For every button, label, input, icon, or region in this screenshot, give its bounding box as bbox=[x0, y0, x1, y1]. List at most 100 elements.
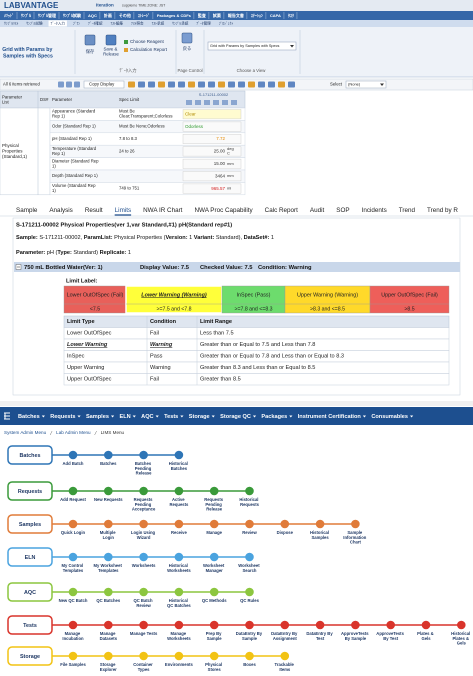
button-icon[interactable] bbox=[105, 34, 117, 46]
copy-display-button[interactable] bbox=[83, 80, 125, 89]
process-step[interactable] bbox=[174, 587, 184, 597]
top-tab[interactable]: 試薬 bbox=[213, 12, 222, 18]
view-select[interactable] bbox=[207, 41, 297, 51]
value-cell[interactable] bbox=[182, 183, 242, 194]
top-tab[interactable]: その他 bbox=[119, 12, 131, 18]
process-step[interactable] bbox=[104, 620, 113, 630]
grid-icon[interactable] bbox=[74, 81, 80, 88]
process-step[interactable] bbox=[209, 620, 219, 630]
grid-icon[interactable] bbox=[58, 81, 64, 88]
top-tab[interactable]: 報告文書 bbox=[228, 12, 244, 18]
process-step[interactable] bbox=[174, 519, 184, 529]
value-cell[interactable] bbox=[182, 146, 242, 157]
process-step[interactable] bbox=[209, 651, 219, 661]
top-tab[interactable]: ｻﾝﾌﾟﾙ bbox=[21, 12, 32, 18]
top-tab[interactable]: AQC bbox=[88, 13, 97, 18]
button-icon[interactable] bbox=[181, 32, 193, 44]
grid-icon[interactable] bbox=[198, 81, 205, 88]
nav-item[interactable]: AQC bbox=[141, 414, 153, 420]
process-step[interactable] bbox=[280, 620, 290, 630]
copy-display[interactable]: Copy Display bbox=[89, 82, 115, 87]
process-step[interactable] bbox=[68, 486, 78, 496]
top-tab[interactable]: Packages & CDFs bbox=[157, 13, 192, 18]
process-step[interactable] bbox=[139, 651, 148, 661]
value-cell[interactable] bbox=[182, 171, 242, 182]
grid-icon[interactable] bbox=[258, 81, 265, 88]
nav-item[interactable]: Batches bbox=[18, 414, 40, 420]
nav-item[interactable]: Instrument Certification bbox=[298, 414, 362, 420]
process-step[interactable] bbox=[280, 519, 290, 529]
grid-icon[interactable] bbox=[218, 81, 225, 88]
sub-tab[interactable]: ﾃｽﾄ承認 bbox=[152, 21, 165, 26]
header-icon[interactable] bbox=[204, 100, 210, 105]
process-step[interactable] bbox=[174, 620, 184, 630]
detail-tab[interactable]: NWA Proc Capability bbox=[194, 207, 253, 214]
detail-tab[interactable]: SOP bbox=[336, 207, 349, 214]
detail-tab[interactable]: Incidents bbox=[362, 207, 387, 214]
process-step[interactable] bbox=[174, 450, 184, 460]
detail-tab[interactable]: Analysis bbox=[49, 207, 72, 214]
sub-tab[interactable]: ｻﾝﾌﾟﾙﾘｽﾄ bbox=[4, 21, 19, 26]
process-box[interactable] bbox=[7, 615, 53, 635]
process-box[interactable] bbox=[7, 582, 53, 602]
header-icon[interactable] bbox=[231, 100, 237, 105]
process-box[interactable] bbox=[7, 547, 53, 567]
header-icon[interactable] bbox=[213, 100, 219, 105]
process-box[interactable] bbox=[7, 646, 53, 666]
grid-icon[interactable] bbox=[188, 81, 195, 88]
grid-icon[interactable] bbox=[158, 81, 165, 88]
top-tab[interactable]: 監査 bbox=[198, 12, 206, 18]
process-step[interactable] bbox=[104, 486, 113, 496]
top-tab[interactable]: ｻﾝﾌﾟﾙ試験 bbox=[63, 12, 82, 18]
process-step[interactable] bbox=[68, 450, 78, 460]
breadcrumb[interactable]: Lab Admin Menu bbox=[56, 430, 91, 435]
top-tab[interactable]: ｽﾄﾚｰｼﾞ bbox=[138, 12, 150, 18]
value-cell[interactable] bbox=[182, 121, 242, 132]
nav-item[interactable]: Storage bbox=[189, 414, 210, 420]
button-icon[interactable] bbox=[84, 34, 96, 46]
value-cell[interactable] bbox=[182, 158, 242, 169]
nav-item[interactable]: Packages bbox=[261, 414, 287, 420]
process-step[interactable] bbox=[457, 620, 466, 630]
process-step[interactable] bbox=[68, 620, 78, 630]
process-step[interactable] bbox=[68, 519, 78, 529]
process-step[interactable] bbox=[104, 552, 113, 562]
detail-tab[interactable]: Calc Report bbox=[265, 207, 298, 214]
top-tab[interactable]: 計画 bbox=[104, 12, 112, 18]
detail-tab[interactable]: Trend by R bbox=[427, 207, 458, 214]
sub-tab[interactable]: ﾌﾟﾗﾝ bbox=[73, 21, 80, 26]
process-step[interactable] bbox=[280, 651, 290, 661]
grid-icon[interactable] bbox=[278, 81, 285, 88]
top-tab[interactable]: ﾒｿｯﾄﾞ bbox=[4, 12, 14, 18]
grid-icon[interactable] bbox=[178, 81, 185, 88]
grid-icon[interactable] bbox=[228, 81, 235, 88]
process-step[interactable] bbox=[315, 519, 325, 529]
sub-tab[interactable]: ﾃﾞｰﾀ確認 bbox=[88, 21, 103, 26]
process-step[interactable] bbox=[68, 587, 78, 597]
sub-tab[interactable]: ﾃﾞｰﾀ入力 bbox=[51, 21, 66, 26]
process-step[interactable] bbox=[139, 587, 148, 597]
process-step[interactable] bbox=[245, 552, 254, 562]
sub-tab[interactable]: ｻﾝﾌﾟﾙ承認 bbox=[172, 21, 189, 26]
process-step[interactable] bbox=[104, 651, 113, 661]
process-step[interactable] bbox=[421, 620, 431, 630]
nav-item[interactable]: ELN bbox=[119, 414, 130, 420]
top-tab[interactable]: CAPA bbox=[270, 13, 281, 18]
process-step[interactable] bbox=[209, 486, 219, 496]
sub-tab[interactable]: ﾃｽﾄ照会 bbox=[131, 21, 144, 26]
process-step[interactable] bbox=[139, 552, 148, 562]
process-step[interactable] bbox=[68, 651, 78, 661]
top-tab[interactable]: ｻﾝﾌﾟﾙ管理 bbox=[38, 12, 56, 18]
grid-icon[interactable] bbox=[168, 81, 175, 88]
process-step[interactable] bbox=[245, 486, 254, 496]
process-step[interactable] bbox=[174, 651, 184, 661]
process-step[interactable] bbox=[209, 519, 219, 529]
sub-tab[interactable]: ﾌﾟﾛｼﾞｪｸﾄ bbox=[219, 21, 234, 26]
grid-icon[interactable] bbox=[248, 81, 255, 88]
process-step[interactable] bbox=[351, 620, 360, 630]
process-step[interactable] bbox=[245, 587, 254, 597]
process-step[interactable] bbox=[139, 450, 148, 460]
process-step[interactable] bbox=[315, 620, 325, 630]
nav-item[interactable]: Tests bbox=[164, 414, 178, 420]
grid-icon[interactable] bbox=[66, 81, 72, 88]
